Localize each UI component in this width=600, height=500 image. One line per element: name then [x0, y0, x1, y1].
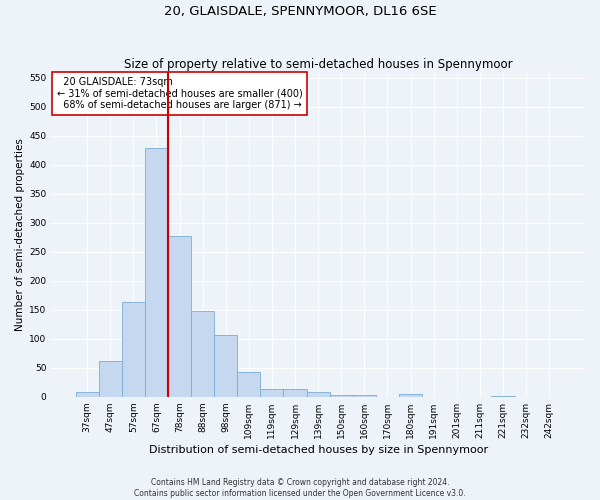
- Bar: [399, 394, 422, 397]
- Bar: [260, 388, 283, 397]
- Bar: [76, 392, 98, 397]
- Bar: [168, 236, 191, 397]
- Title: Size of property relative to semi-detached houses in Spennymoor: Size of property relative to semi-detach…: [124, 58, 512, 71]
- Bar: [191, 311, 214, 397]
- Bar: [98, 361, 122, 397]
- Bar: [283, 388, 307, 397]
- Bar: [307, 392, 329, 397]
- Text: 20, GLAISDALE, SPENNYMOOR, DL16 6SE: 20, GLAISDALE, SPENNYMOOR, DL16 6SE: [164, 5, 436, 18]
- Bar: [214, 335, 237, 397]
- Bar: [353, 394, 376, 397]
- Y-axis label: Number of semi-detached properties: Number of semi-detached properties: [15, 138, 25, 331]
- Text: 20 GLAISDALE: 73sqm  
← 31% of semi-detached houses are smaller (400)
  68% of s: 20 GLAISDALE: 73sqm ← 31% of semi-detach…: [56, 77, 302, 110]
- Bar: [122, 302, 145, 397]
- Bar: [237, 372, 260, 397]
- Bar: [491, 396, 515, 397]
- X-axis label: Distribution of semi-detached houses by size in Spennymoor: Distribution of semi-detached houses by …: [149, 445, 488, 455]
- Bar: [329, 394, 353, 397]
- Text: Contains HM Land Registry data © Crown copyright and database right 2024.
Contai: Contains HM Land Registry data © Crown c…: [134, 478, 466, 498]
- Bar: [145, 148, 168, 397]
